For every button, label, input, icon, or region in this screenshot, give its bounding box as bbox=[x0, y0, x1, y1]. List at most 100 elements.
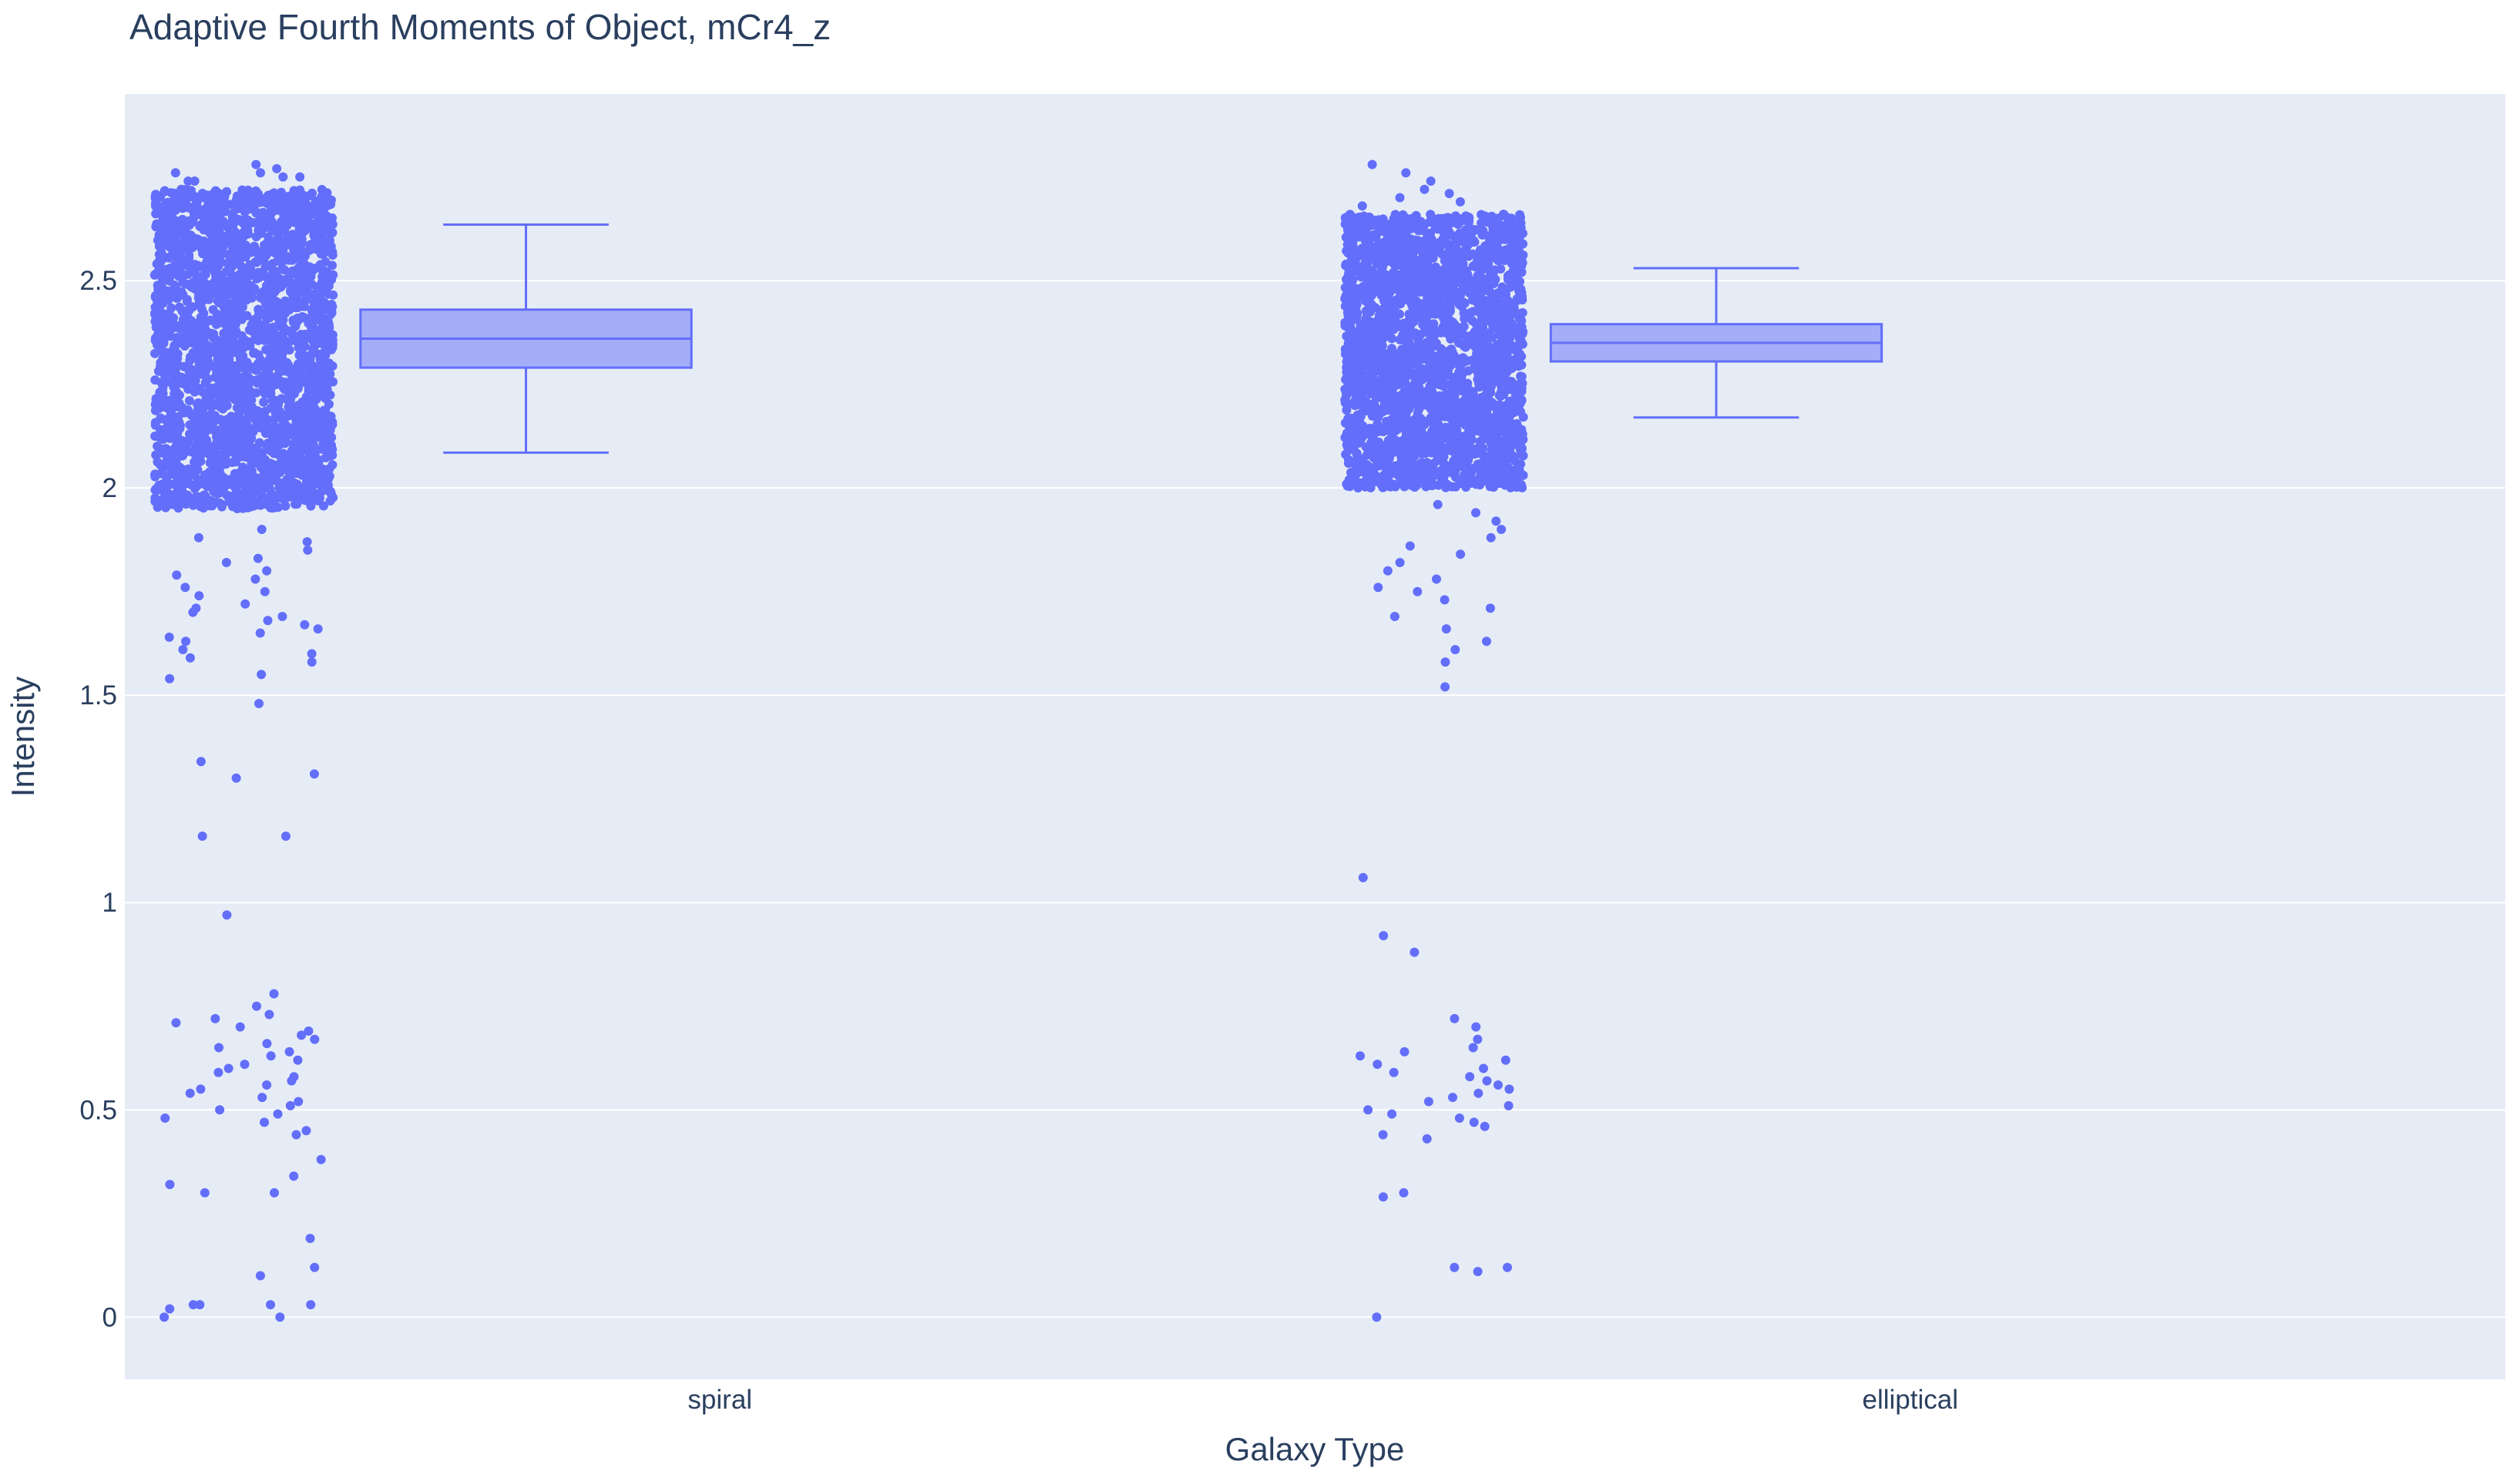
data-point bbox=[289, 487, 299, 497]
data-point bbox=[214, 1043, 223, 1053]
data-point bbox=[185, 356, 195, 365]
data-point bbox=[318, 424, 328, 434]
data-point bbox=[222, 910, 232, 920]
data-point bbox=[243, 475, 253, 485]
data-point bbox=[307, 280, 318, 290]
data-point bbox=[170, 343, 180, 353]
data-point bbox=[292, 479, 302, 489]
data-point bbox=[150, 375, 160, 385]
data-point bbox=[1388, 479, 1397, 489]
data-point bbox=[205, 458, 215, 468]
data-point bbox=[289, 294, 299, 304]
data-point bbox=[289, 459, 299, 469]
data-point bbox=[183, 176, 193, 186]
data-point bbox=[236, 351, 246, 361]
data-point bbox=[159, 200, 169, 210]
data-point bbox=[308, 421, 318, 431]
data-point bbox=[234, 364, 244, 373]
data-point bbox=[226, 309, 236, 318]
data-point bbox=[230, 457, 240, 467]
data-point bbox=[151, 450, 161, 460]
data-point bbox=[163, 229, 173, 239]
data-point bbox=[275, 339, 284, 349]
plot-area bbox=[125, 94, 2505, 1379]
data-point bbox=[321, 453, 331, 462]
data-point bbox=[150, 292, 160, 302]
data-point bbox=[274, 428, 284, 438]
data-point bbox=[186, 469, 197, 479]
data-point bbox=[308, 398, 318, 408]
data-point bbox=[257, 224, 267, 234]
data-point bbox=[195, 384, 205, 394]
data-point bbox=[223, 1063, 234, 1073]
data-point bbox=[161, 274, 170, 284]
data-point bbox=[200, 190, 210, 200]
data-point bbox=[304, 206, 314, 216]
data-point bbox=[1389, 392, 1399, 402]
data-point bbox=[296, 364, 306, 374]
data-point bbox=[170, 361, 180, 371]
data-point bbox=[155, 485, 164, 495]
data-point bbox=[240, 440, 250, 450]
data-point bbox=[264, 444, 274, 454]
data-point bbox=[165, 673, 175, 684]
data-point bbox=[257, 525, 267, 534]
data-point bbox=[224, 317, 234, 327]
data-point bbox=[240, 364, 250, 374]
data-point bbox=[186, 411, 197, 420]
data-point bbox=[230, 342, 240, 352]
data-point bbox=[328, 335, 338, 345]
data-point bbox=[264, 356, 274, 366]
data-point bbox=[273, 1109, 283, 1119]
data-point bbox=[1411, 420, 1420, 430]
data-point bbox=[170, 283, 180, 292]
data-point bbox=[227, 270, 237, 280]
data-point bbox=[262, 566, 272, 576]
data-point bbox=[160, 1312, 170, 1322]
data-point bbox=[154, 258, 164, 268]
data-point bbox=[307, 188, 317, 198]
data-point bbox=[320, 236, 329, 246]
data-point bbox=[197, 244, 207, 254]
data-point bbox=[267, 475, 277, 485]
data-point bbox=[271, 300, 281, 310]
data-point bbox=[323, 482, 333, 492]
data-point bbox=[300, 251, 310, 261]
data-point bbox=[179, 193, 189, 202]
data-point bbox=[184, 253, 194, 263]
data-point bbox=[190, 212, 200, 222]
data-point bbox=[181, 637, 191, 647]
data-point bbox=[206, 467, 216, 477]
data-point bbox=[274, 502, 283, 512]
data-point bbox=[1394, 380, 1404, 390]
data-point bbox=[1473, 225, 1483, 235]
data-point bbox=[291, 314, 301, 324]
data-point bbox=[315, 297, 325, 307]
data-point bbox=[262, 1080, 272, 1090]
data-point bbox=[284, 425, 294, 435]
data-point bbox=[1400, 421, 1410, 431]
data-point bbox=[224, 352, 234, 362]
data-point bbox=[310, 475, 320, 485]
data-point bbox=[1390, 210, 1400, 220]
data-point bbox=[187, 243, 197, 253]
data-point bbox=[160, 216, 170, 226]
data-point bbox=[266, 1300, 275, 1310]
data-point bbox=[215, 1105, 225, 1115]
data-point bbox=[272, 163, 282, 173]
data-point bbox=[274, 203, 284, 213]
data-point bbox=[156, 399, 166, 409]
data-point bbox=[204, 202, 214, 212]
data-point bbox=[163, 325, 173, 335]
data-point bbox=[322, 439, 331, 449]
data-point bbox=[231, 773, 241, 783]
data-point bbox=[1421, 254, 1431, 264]
data-point bbox=[265, 465, 275, 475]
data-point bbox=[242, 311, 252, 321]
data-point bbox=[212, 368, 222, 378]
data-point bbox=[269, 188, 279, 198]
data-point bbox=[277, 217, 287, 227]
data-point bbox=[194, 281, 204, 291]
data-point bbox=[295, 448, 305, 459]
data-point bbox=[256, 500, 266, 510]
